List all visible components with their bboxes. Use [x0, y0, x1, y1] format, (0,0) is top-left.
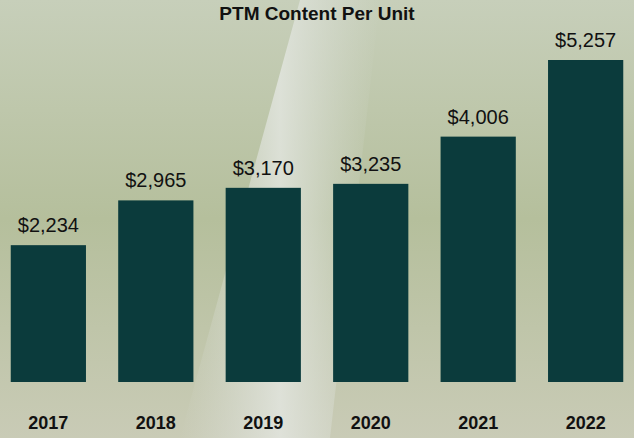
- bar: [548, 60, 623, 382]
- x-tick-label: 2020: [351, 413, 391, 433]
- x-tick: 2019: [243, 382, 283, 433]
- bar: [11, 245, 86, 382]
- data-label: $2,234: [18, 214, 79, 236]
- data-label: $4,006: [448, 106, 509, 128]
- x-tick-label: 2022: [566, 413, 606, 433]
- bar: [226, 188, 301, 382]
- x-axis: 2017 2018 2019 2020 2021 2022: [1, 382, 634, 433]
- data-label: $3,235: [340, 153, 401, 175]
- x-tick: 2022: [566, 382, 606, 433]
- x-tick-label: 2021: [458, 413, 498, 433]
- x-tick: 2017: [28, 382, 68, 433]
- data-label: $3,170: [233, 157, 294, 179]
- data-labels: $2,234 $2,965 $3,170 $3,235 $4,006 $5,257: [18, 29, 616, 236]
- bar: [333, 184, 408, 382]
- x-tick-label: 2019: [243, 413, 283, 433]
- data-label: $2,965: [125, 169, 186, 191]
- x-tick: 2021: [458, 382, 498, 433]
- x-tick: 2020: [351, 382, 391, 433]
- background: [0, 0, 634, 438]
- bar: [441, 137, 516, 382]
- x-tick: 2018: [136, 382, 176, 433]
- data-label: $5,257: [555, 29, 616, 51]
- bar: [118, 200, 193, 382]
- bars: [11, 60, 624, 382]
- x-tick-label: 2018: [136, 413, 176, 433]
- x-tick-label: 2017: [28, 413, 68, 433]
- chart-title: PTM Content Per Unit: [219, 3, 415, 24]
- x-axis-line: [1, 382, 634, 383]
